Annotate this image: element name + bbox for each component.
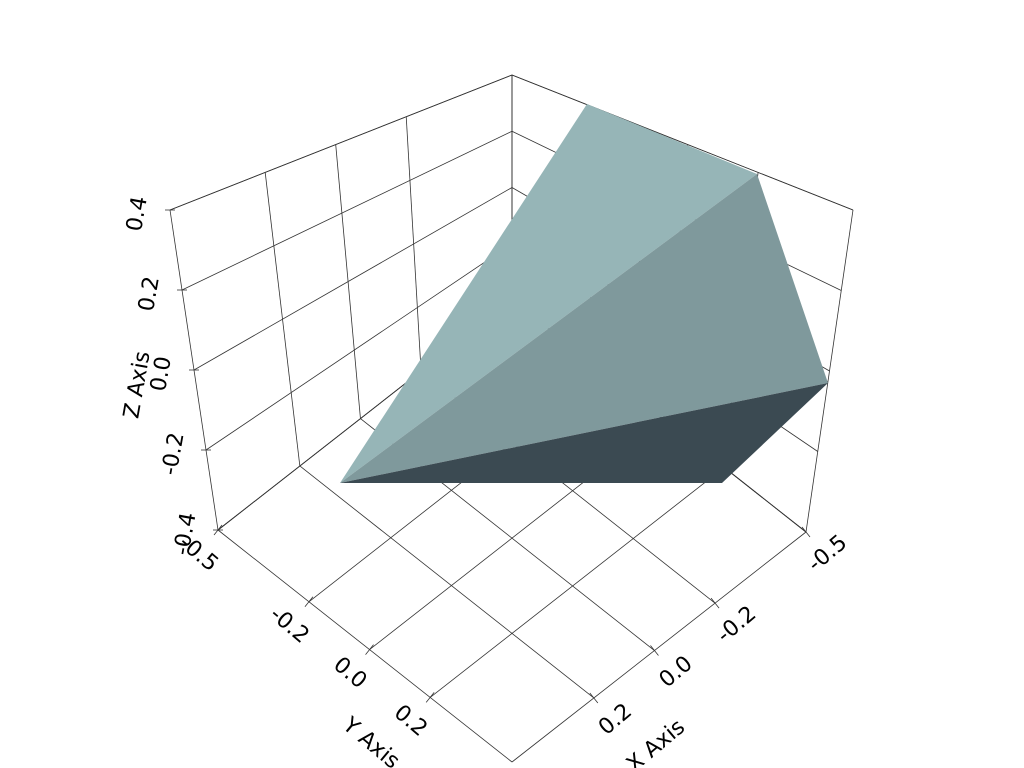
y-tick-label: 0.2 [389,700,432,742]
mesh [340,104,828,483]
box-edge [217,529,513,763]
y-tick [304,596,314,608]
x-tick [589,692,599,704]
z-tick-label: 0.4 [122,195,153,234]
grid-line [181,130,513,291]
y-tick-label: -0.2 [265,602,314,649]
mesh-face [340,383,828,483]
x-tick-label: -0.2 [712,601,761,648]
z-tick-label: -0.2 [157,431,189,478]
x-tick [801,526,811,538]
x-axis-title: X Axis [622,715,690,768]
x-tick-label: 0.0 [655,651,698,693]
mesh-face [340,104,757,483]
z-tick-label: 0.0 [146,355,177,394]
x-tick-label: -0.5 [803,530,852,577]
grid-line [429,467,725,698]
z-tick-label: 0.2 [134,275,165,314]
x-tick-label: 0.2 [594,699,637,741]
grid-line [193,187,513,371]
grid-line [169,74,513,211]
y-tick [365,644,374,655]
grid-line [299,465,595,699]
x-tick [650,645,659,656]
y-tick-label: 0.0 [328,652,371,694]
y-tick [425,692,435,703]
x-tick [710,597,720,609]
grid-line [511,74,854,211]
box-edge [511,531,807,763]
mesh-face [340,174,828,483]
grid-line [205,243,513,451]
